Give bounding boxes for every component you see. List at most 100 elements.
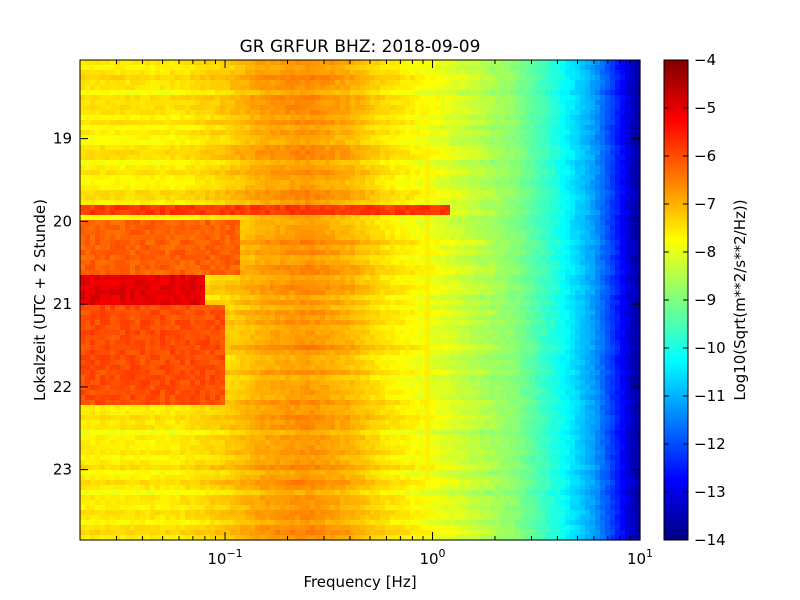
heatmap-cell: [335, 270, 341, 276]
heatmap-cell: [430, 220, 436, 226]
heatmap-cell: [430, 180, 436, 186]
heatmap-cell: [255, 115, 261, 121]
heatmap-cell: [495, 165, 501, 171]
heatmap-cell: [390, 140, 396, 146]
heatmap-cell: [250, 105, 256, 111]
heatmap-cell: [295, 175, 301, 181]
heatmap-cell: [430, 185, 436, 191]
heatmap-cell: [575, 250, 581, 256]
heatmap-cell: [390, 105, 396, 111]
heatmap-cell: [100, 220, 106, 226]
heatmap-cell: [450, 180, 456, 186]
heatmap-cell: [350, 210, 356, 216]
heatmap-cell: [260, 230, 266, 236]
heatmap-cell: [445, 185, 451, 191]
heatmap-cell: [150, 110, 156, 116]
heatmap-cell: [190, 255, 196, 261]
heatmap-cell: [145, 185, 151, 191]
heatmap-cell: [155, 150, 161, 156]
heatmap-cell: [95, 175, 101, 181]
heatmap-cell: [455, 175, 461, 181]
heatmap-cell: [590, 195, 596, 201]
heatmap-cell: [200, 110, 206, 116]
heatmap-cell: [245, 250, 251, 256]
heatmap-cell: [555, 85, 561, 91]
heatmap-cell: [625, 180, 631, 186]
heatmap-cell: [590, 225, 596, 231]
heatmap-cell: [220, 90, 226, 96]
heatmap-cell: [490, 165, 496, 171]
heatmap-cell: [435, 70, 441, 76]
heatmap-cell: [445, 95, 451, 101]
heatmap-cell: [230, 280, 236, 286]
heatmap-cell: [620, 135, 626, 141]
heatmap-cell: [355, 280, 361, 286]
heatmap-cell: [325, 135, 331, 141]
heatmap-cell: [205, 270, 211, 276]
heatmap-cell: [375, 75, 381, 81]
heatmap-cell: [380, 265, 386, 271]
heatmap-cell: [625, 155, 631, 161]
heatmap-cell: [110, 85, 116, 91]
heatmap-cell: [385, 150, 391, 156]
heatmap-cell: [210, 195, 216, 201]
heatmap-cell: [555, 220, 561, 226]
heatmap-cell: [355, 215, 361, 221]
heatmap-cell: [275, 200, 281, 206]
heatmap-cell: [610, 160, 616, 166]
heatmap-cell: [605, 80, 611, 86]
heatmap-cell: [280, 205, 286, 211]
heatmap-cell: [635, 175, 641, 181]
heatmap-cell: [240, 100, 246, 106]
heatmap-cell: [440, 210, 446, 216]
heatmap-cell: [510, 70, 516, 76]
heatmap-cell: [575, 140, 581, 146]
heatmap-cell: [585, 100, 591, 106]
heatmap-cell: [260, 125, 266, 131]
heatmap-cell: [265, 155, 271, 161]
heatmap-cell: [260, 185, 266, 191]
heatmap-cell: [630, 70, 636, 76]
heatmap-cell: [545, 260, 551, 266]
heatmap-cell: [590, 75, 596, 81]
heatmap-cell: [285, 110, 291, 116]
heatmap-cell: [370, 155, 376, 161]
heatmap-cell: [630, 110, 636, 116]
heatmap-cell: [460, 275, 466, 281]
heatmap-cell: [525, 210, 531, 216]
heatmap-cell: [95, 225, 101, 231]
heatmap-cell: [610, 125, 616, 131]
heatmap-cell: [575, 195, 581, 201]
heatmap-cell: [345, 230, 351, 236]
heatmap-cell: [535, 80, 541, 86]
heatmap-cell: [490, 180, 496, 186]
heatmap-cell: [535, 180, 541, 186]
heatmap-cell: [165, 70, 171, 76]
heatmap-cell: [275, 205, 281, 211]
heatmap-cell: [350, 175, 356, 181]
heatmap-cell: [215, 135, 221, 141]
heatmap-cell: [85, 115, 91, 121]
heatmap-cell: [345, 110, 351, 116]
heatmap-cell: [395, 195, 401, 201]
heatmap-cell: [85, 185, 91, 191]
heatmap-cell: [485, 185, 491, 191]
heatmap-cell: [445, 65, 451, 71]
heatmap-cell: [545, 255, 551, 261]
heatmap-cell: [570, 195, 576, 201]
heatmap-cell: [270, 160, 276, 166]
heatmap-cell: [195, 220, 201, 226]
heatmap-cell: [600, 210, 606, 216]
heatmap-cell: [600, 115, 606, 121]
heatmap-cell: [540, 70, 546, 76]
heatmap-cell: [310, 120, 316, 126]
heatmap-cell: [420, 150, 426, 156]
heatmap-cell: [180, 245, 186, 251]
heatmap-cell: [590, 175, 596, 181]
heatmap-cell: [410, 195, 416, 201]
heatmap-cell: [95, 180, 101, 186]
heatmap-cell: [405, 165, 411, 171]
heatmap-cell: [525, 80, 531, 86]
heatmap-cell: [330, 155, 336, 161]
heatmap-cell: [165, 230, 171, 236]
